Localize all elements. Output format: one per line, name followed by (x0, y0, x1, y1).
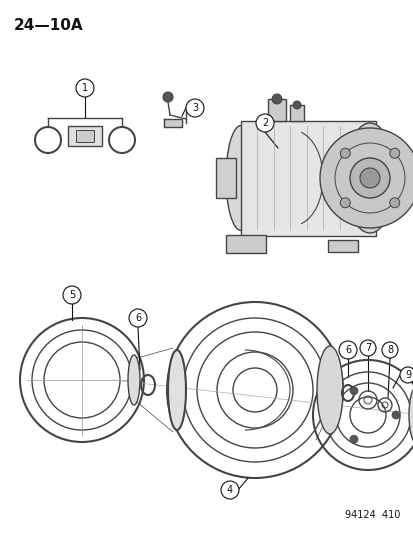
Text: 1: 1 (82, 83, 88, 93)
Text: 6: 6 (344, 345, 350, 355)
Circle shape (76, 79, 94, 97)
Circle shape (349, 158, 389, 198)
Text: 24—10A: 24—10A (14, 18, 83, 33)
Circle shape (359, 340, 375, 356)
Circle shape (319, 128, 413, 228)
Bar (289, 105, 303, 121)
Circle shape (338, 341, 356, 359)
Circle shape (339, 198, 349, 208)
Circle shape (292, 101, 300, 109)
Bar (68, 126, 102, 146)
Circle shape (339, 148, 349, 158)
Circle shape (389, 148, 399, 158)
Circle shape (163, 92, 173, 102)
Text: 9: 9 (404, 370, 410, 380)
Bar (76, 130, 94, 142)
Circle shape (389, 198, 399, 208)
Bar (225, 235, 266, 253)
Bar (216, 158, 235, 198)
Text: 7: 7 (364, 343, 370, 353)
Text: 8: 8 (386, 345, 392, 355)
Circle shape (185, 99, 204, 117)
Text: 5: 5 (69, 290, 75, 300)
Bar (240, 121, 375, 236)
Polygon shape (164, 119, 182, 127)
Circle shape (381, 342, 397, 358)
Text: 4: 4 (226, 485, 233, 495)
Circle shape (129, 309, 147, 327)
Ellipse shape (225, 125, 255, 230)
Circle shape (221, 481, 238, 499)
Circle shape (399, 367, 413, 383)
Circle shape (255, 114, 273, 132)
Ellipse shape (344, 123, 394, 233)
Circle shape (63, 286, 81, 304)
Text: 94124  410: 94124 410 (344, 510, 399, 520)
Circle shape (359, 168, 379, 188)
Ellipse shape (408, 387, 413, 442)
Circle shape (349, 435, 357, 443)
Circle shape (349, 387, 357, 395)
Text: 6: 6 (135, 313, 141, 323)
Circle shape (271, 94, 281, 104)
Ellipse shape (316, 346, 342, 434)
Text: 3: 3 (192, 103, 197, 113)
Bar (327, 240, 357, 252)
Text: 2: 2 (261, 118, 268, 128)
Ellipse shape (168, 350, 185, 430)
Circle shape (391, 411, 399, 419)
Ellipse shape (128, 355, 140, 405)
Bar (267, 99, 285, 121)
